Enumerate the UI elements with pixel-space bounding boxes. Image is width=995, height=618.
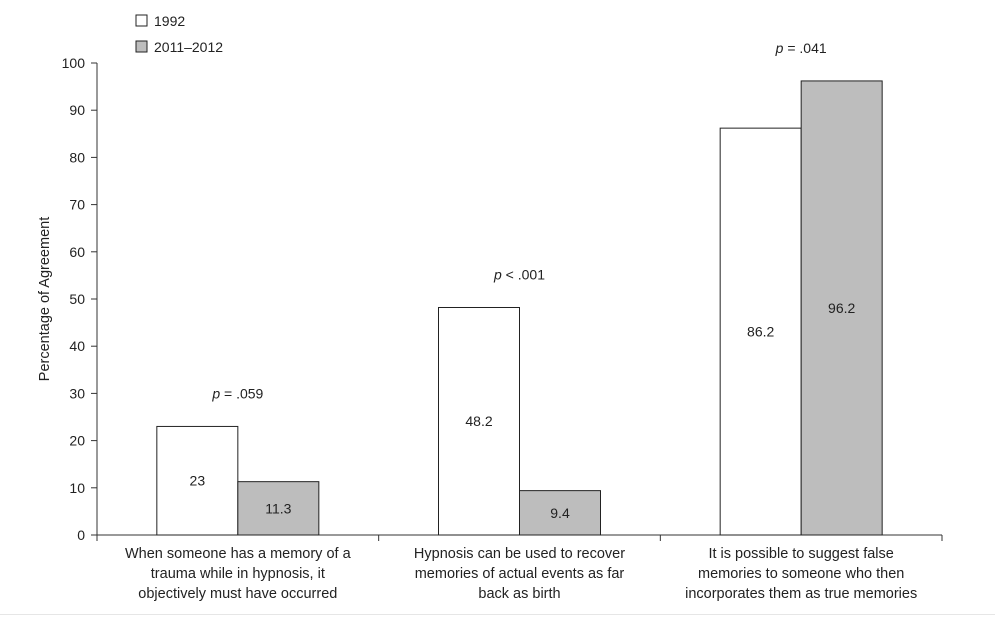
p-value: = .041 — [783, 40, 826, 56]
bar-series-2 — [800, 80, 883, 536]
p-symbol: p — [775, 40, 784, 56]
p-value: = .059 — [220, 385, 263, 401]
p-value: < .001 — [502, 266, 545, 282]
p-value-label: p < .001 — [493, 266, 545, 282]
bar-series-2 — [237, 481, 320, 536]
category-label: incorporates them as true memories — [685, 586, 917, 602]
category-label: It is possible to suggest false — [708, 546, 893, 562]
y-tick-label: 30 — [69, 385, 85, 401]
bar-value-label: 48.2 — [465, 413, 492, 429]
y-tick-label: 40 — [69, 338, 85, 354]
bar-series-1 — [438, 306, 520, 536]
y-axis: 0 10 20 30 40 50 60 70 80 90 100 — [62, 55, 98, 543]
bar-value-label: 11.3 — [265, 500, 291, 516]
y-tick-label: 70 — [69, 197, 85, 213]
legend-label: 1992 — [154, 13, 185, 29]
legend: 1992 2011–2012 — [135, 13, 223, 55]
bar-value-label: 9.4 — [550, 505, 570, 521]
category-label: memories to someone who then — [698, 566, 904, 582]
bottom-divider — [0, 614, 995, 615]
category-label: back as birth — [478, 586, 560, 602]
category-label: Hypnosis can be used to recover — [414, 546, 625, 562]
x-axis: When someone has a memory of a trauma whi… — [96, 534, 943, 602]
category-label: trauma while in hypnosis, it — [151, 566, 325, 582]
y-tick-label: 0 — [77, 527, 85, 543]
bars — [156, 80, 883, 536]
bar-series-2 — [519, 490, 601, 536]
y-tick-label: 80 — [69, 149, 85, 165]
bar-value-label: 23 — [190, 473, 206, 489]
p-symbol: p — [211, 385, 220, 401]
bar-series-1 — [156, 425, 239, 536]
bar-labels: 23 11.3 48.2 9.4 86.2 96.2 — [190, 300, 856, 521]
y-tick-label: 50 — [69, 291, 85, 307]
category-label: objectively must have occurred — [138, 586, 337, 602]
legend-swatch — [135, 40, 148, 53]
p-value-label: p = .059 — [211, 385, 263, 401]
p-value-label: p = .041 — [775, 40, 827, 56]
y-tick-label: 90 — [69, 102, 85, 118]
legend-label: 2011–2012 — [154, 39, 223, 55]
legend-swatch — [135, 14, 148, 27]
y-tick-label: 60 — [69, 244, 85, 260]
category-label: When someone has a memory of a — [125, 546, 352, 562]
bar-value-label: 86.2 — [747, 324, 774, 340]
y-tick-label: 20 — [69, 433, 85, 449]
p-symbol: p — [493, 266, 502, 282]
y-tick-label: 10 — [69, 480, 85, 496]
category-label: memories of actual events as far — [415, 566, 625, 582]
y-axis-title: Percentage of Agreement — [37, 217, 53, 381]
y-tick-label: 100 — [62, 55, 86, 71]
bar-value-label: 96.2 — [828, 300, 855, 316]
